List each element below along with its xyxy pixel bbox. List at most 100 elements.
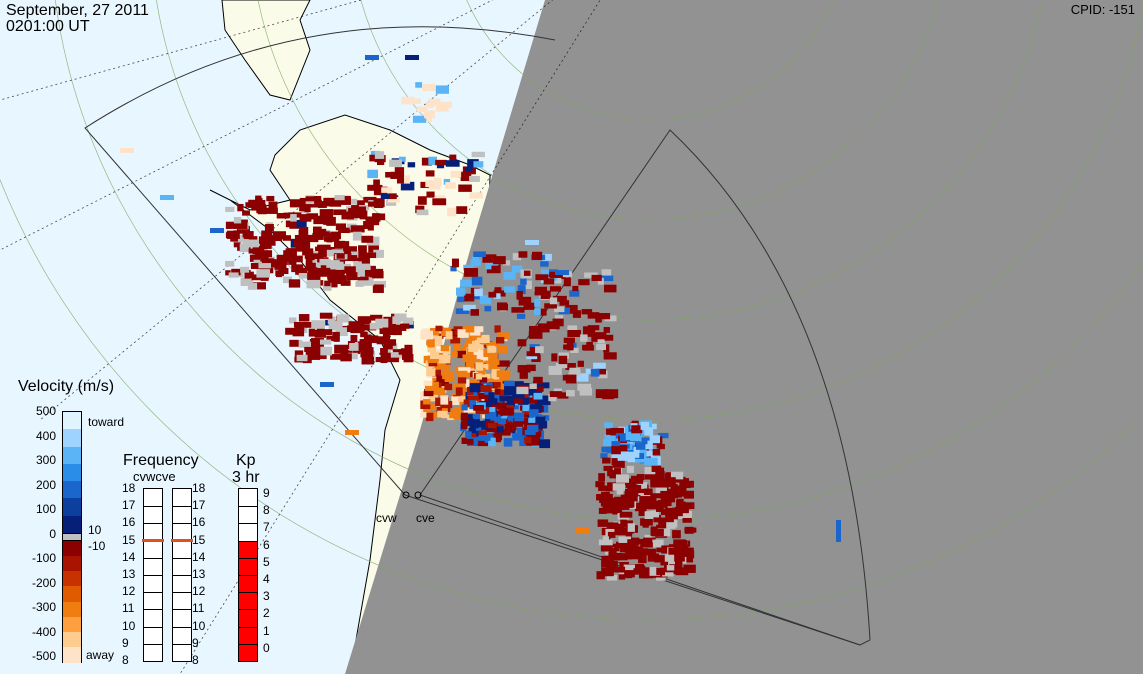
velocity-cell (350, 334, 358, 343)
kp-tick-label: 0 (263, 640, 270, 655)
velocity-cell (319, 268, 328, 277)
velocity-cell (604, 422, 613, 428)
velocity-cell (665, 507, 679, 514)
velocity-cell (608, 551, 616, 560)
velocity-cell (458, 184, 472, 192)
velocity-cell (387, 197, 400, 203)
velocity-cell (436, 375, 443, 383)
velocity-cell (546, 321, 560, 330)
velocity-cell (511, 307, 525, 313)
velocity-cell (257, 206, 267, 215)
velocity-cell (471, 276, 483, 286)
frequency-tick-label-cvw: 16 (122, 515, 136, 530)
velocity-cell (558, 352, 570, 359)
velocity-cell (239, 243, 249, 253)
velocity-cell (484, 389, 493, 395)
velocity-cell (513, 395, 523, 404)
velocity-cell (228, 272, 239, 278)
velocity-cell (626, 465, 634, 473)
velocity-cell (453, 407, 463, 413)
velocity-cell (631, 475, 644, 484)
velocity-cell (539, 421, 548, 429)
velocity-cell (345, 430, 359, 435)
velocity-cell (522, 403, 536, 412)
velocity-cell (473, 404, 485, 411)
velocity-cell (372, 284, 384, 293)
velocity-cell (350, 225, 365, 233)
kp-tick-label: 1 (263, 623, 270, 638)
kp-tick-label: 5 (263, 554, 270, 569)
velocity-cell (299, 226, 309, 236)
velocity-cell (421, 157, 432, 166)
velocity-cell (542, 253, 552, 261)
velocity-cell (596, 343, 606, 350)
velocity-cell (683, 564, 696, 573)
velocity-cell (330, 354, 343, 360)
velocity-cell (299, 197, 307, 207)
velocity-cell (450, 170, 462, 178)
velocity-cell (427, 355, 439, 363)
velocity-cell (601, 269, 612, 277)
velocity-cell (457, 329, 469, 338)
velocity-cell (584, 272, 598, 278)
velocity-cell (627, 455, 636, 463)
velocity-cell (334, 344, 349, 354)
frequency-tick-label-cve: 8 (192, 653, 199, 667)
velocity-cell (407, 162, 416, 168)
velocity-cell (586, 341, 593, 348)
velocity-cell (253, 259, 261, 266)
velocity-cell (655, 486, 667, 495)
velocity-cell (428, 156, 437, 165)
velocity-cell (445, 182, 456, 189)
velocity-cell (404, 344, 413, 352)
velocity-cell (605, 560, 618, 569)
velocity-cell (619, 511, 633, 518)
velocity-cell (298, 273, 311, 279)
velocity-cell (242, 210, 250, 216)
velocity-cell (627, 451, 640, 458)
velocity-cell (356, 200, 365, 208)
bar-gridline (239, 643, 257, 645)
velocity-cell (644, 450, 654, 457)
velocity-cell (436, 348, 448, 356)
velocity-swatch-away (63, 646, 81, 663)
velocity-cell (603, 284, 617, 293)
velocity-cell (513, 417, 524, 427)
velocity-cell (566, 390, 575, 397)
bar-gridline (173, 557, 191, 559)
velocity-cell (289, 339, 299, 347)
frequency-tick-label-cvw: 17 (122, 498, 136, 513)
velocity-cell (461, 404, 468, 411)
velocity-cell (512, 253, 522, 261)
kp-tick-label: 6 (263, 537, 270, 552)
velocity-tick-label: 300 (35, 453, 56, 467)
velocity-cell (494, 287, 502, 293)
velocity-cell (343, 246, 357, 252)
velocity-cell (386, 200, 397, 206)
bar-gridline (239, 557, 257, 559)
velocity-cell (291, 255, 303, 263)
velocity-cell (319, 209, 334, 219)
velocity-cell (529, 325, 539, 333)
velocity-cell (380, 347, 388, 356)
velocity-cell (627, 481, 635, 491)
velocity-cell (593, 362, 606, 369)
velocity-cell (534, 424, 543, 434)
velocity-cell (285, 327, 298, 335)
velocity-cell (638, 538, 651, 545)
velocity-cell (503, 271, 516, 280)
velocity-cell (476, 337, 490, 344)
velocity-cell (597, 519, 609, 527)
velocity-cell (425, 180, 435, 188)
velocity-swatch-away (63, 571, 81, 587)
velocity-cell (534, 286, 547, 296)
bar-gridline (173, 626, 191, 628)
velocity-cell (424, 383, 437, 392)
velocity-cell (563, 277, 571, 287)
cvw-frequency-bar (142, 488, 164, 662)
velocity-cell (601, 560, 609, 568)
velocity-cell (563, 344, 574, 350)
velocity-cell (467, 159, 479, 168)
velocity-cell (472, 337, 482, 347)
velocity-cell (466, 414, 480, 422)
